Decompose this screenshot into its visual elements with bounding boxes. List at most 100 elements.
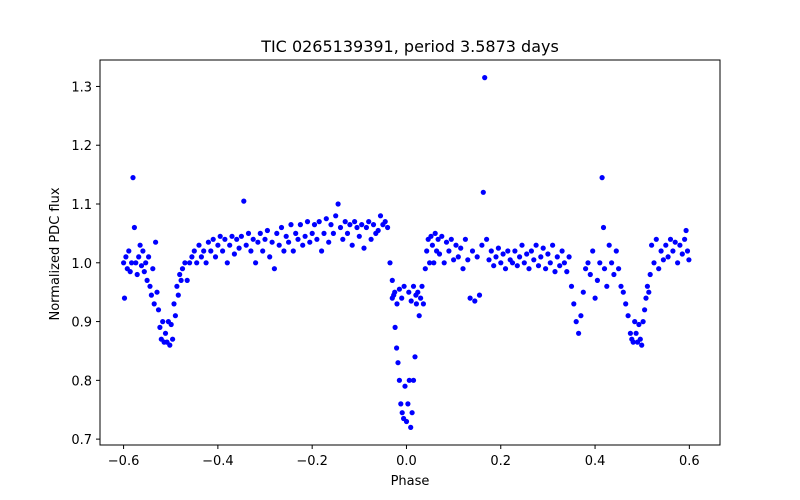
data-point [428, 233, 434, 239]
data-point [578, 313, 584, 319]
data-point [606, 242, 612, 248]
data-point [389, 295, 395, 301]
y-tick-label: 0.7 [71, 433, 92, 448]
data-point [600, 224, 607, 231]
data-point [201, 248, 207, 254]
data-point [486, 257, 492, 263]
data-point [557, 263, 563, 269]
data-point [427, 260, 433, 266]
data-point [439, 233, 445, 239]
x-tick-label: −0.6 [108, 454, 140, 469]
data-point [257, 230, 263, 236]
data-point [283, 233, 289, 239]
data-point [205, 239, 211, 245]
data-point [366, 219, 372, 225]
data-point [143, 260, 149, 266]
data-point [420, 301, 426, 307]
data-point [217, 233, 223, 239]
data-point [620, 289, 626, 295]
data-point [410, 377, 417, 383]
data-point [168, 321, 174, 328]
data-point [328, 222, 334, 228]
data-point [309, 230, 315, 236]
data-point [458, 245, 464, 251]
data-point [460, 266, 466, 272]
data-point [528, 248, 535, 254]
data-point [422, 266, 428, 272]
data-point [154, 289, 160, 295]
data-point [590, 248, 596, 254]
data-point [196, 242, 202, 248]
data-point [130, 175, 136, 181]
x-tick-label: −0.4 [202, 454, 234, 469]
data-point [172, 313, 178, 319]
data-point [262, 236, 268, 242]
data-point [126, 248, 132, 254]
data-point [191, 248, 197, 254]
data-point [639, 342, 645, 348]
data-point [396, 377, 402, 383]
data-point [356, 233, 362, 239]
data-point [455, 254, 461, 260]
data-point [448, 236, 454, 242]
data-point [399, 410, 405, 416]
data-point [642, 307, 648, 313]
data-point [535, 263, 542, 269]
data-point [162, 330, 169, 336]
data-point [337, 224, 344, 231]
data-point [236, 245, 242, 251]
data-point [408, 298, 414, 304]
data-point [526, 266, 532, 272]
data-point [134, 271, 140, 278]
x-tick-label: 0.4 [585, 454, 606, 469]
data-point [347, 222, 353, 228]
y-axis-label: Normalized PDC flux [48, 187, 63, 320]
data-point [609, 260, 615, 266]
data-point [194, 260, 200, 266]
data-point [543, 266, 549, 272]
data-point [278, 224, 285, 231]
data-point [429, 242, 435, 248]
data-point [405, 401, 411, 407]
data-point [129, 260, 135, 266]
data-point [203, 260, 209, 266]
data-point [484, 236, 490, 242]
data-point [566, 254, 572, 260]
data-point [675, 260, 681, 266]
data-point [547, 260, 553, 266]
data-point [568, 283, 575, 289]
y-tick-label: 0.9 [71, 316, 92, 331]
data-point [576, 330, 582, 336]
data-point [352, 219, 358, 225]
data-point [663, 242, 669, 248]
data-point [401, 283, 407, 289]
data-point [395, 360, 401, 366]
data-point [153, 239, 159, 245]
data-point [656, 266, 662, 272]
data-point [141, 269, 147, 275]
data-point [682, 236, 688, 242]
y-tick-label: 1.3 [71, 80, 92, 95]
data-point [482, 75, 488, 81]
data-point [127, 269, 133, 275]
data-point [229, 233, 235, 239]
data-point [136, 254, 142, 260]
y-tick-label: 1.1 [71, 198, 92, 213]
data-point [592, 295, 598, 301]
data-point [601, 266, 608, 272]
data-point [323, 216, 329, 222]
data-point [182, 260, 188, 266]
data-point [465, 257, 471, 263]
data-point [319, 248, 325, 254]
data-point [403, 418, 410, 425]
data-point [288, 222, 294, 228]
data-point [330, 230, 336, 236]
data-point [623, 301, 629, 307]
data-point [627, 330, 634, 336]
data-point [644, 283, 651, 289]
data-point [175, 292, 181, 298]
data-point [189, 254, 195, 260]
data-point [651, 260, 657, 266]
data-point [147, 283, 153, 289]
data-point [613, 248, 619, 254]
